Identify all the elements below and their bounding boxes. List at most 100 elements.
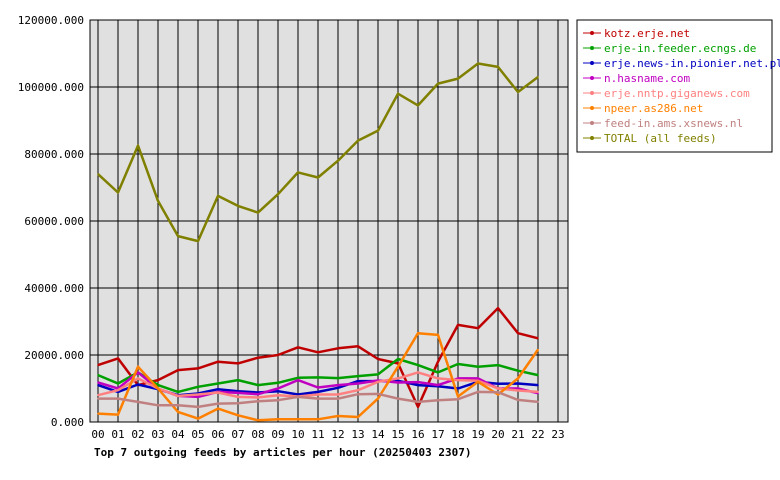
data-point [377,393,379,395]
legend-entry: erje.news-in.pionier.net.pl [604,57,780,70]
data-point [357,416,359,418]
data-point [477,391,479,393]
legend-box [576,19,773,153]
data-point [417,401,419,403]
legend-entry: TOTAL (all feeds) [604,132,717,145]
data-point [277,394,279,397]
data-point [517,389,519,392]
x-tick-label: 02 [131,428,144,441]
data-point [317,386,319,389]
data-point [257,356,259,359]
data-point [397,377,399,380]
y-tick-label: 40000.000 [24,282,84,295]
x-tick-label: 07 [231,428,244,441]
legend-marker [590,76,594,80]
data-point [377,397,379,400]
data-point [397,397,399,400]
data-point [437,82,439,85]
data-point [497,364,499,366]
x-tick-label: 00 [91,428,104,441]
x-tick-label: 04 [171,428,185,441]
data-point [257,400,259,403]
data-point [337,377,339,379]
data-point [197,406,199,408]
data-point [197,240,199,242]
data-point [177,235,179,237]
data-point [317,393,319,396]
data-point [337,159,339,162]
data-point [537,391,539,393]
data-point [317,176,319,179]
legend-entry: kotz.erje.net [604,27,690,40]
data-point [477,327,479,330]
data-point [337,384,339,386]
data-point [217,382,219,385]
data-point [497,66,499,68]
data-point [277,390,279,392]
data-point [517,91,519,93]
data-point [317,351,319,354]
data-point [377,373,379,376]
legend-entry: erje-in.feeder.ecngs.de [604,42,756,55]
data-point [417,381,419,383]
x-tick-label: 06 [211,428,224,441]
x-tick-label: 15 [391,428,404,441]
data-point [517,377,519,380]
plot-border [89,19,569,423]
data-point [457,363,459,365]
data-point [97,374,99,376]
data-point [517,399,519,401]
legend-marker [590,31,594,35]
data-point [317,391,319,393]
data-point [377,129,379,132]
data-point [337,387,339,389]
data-point [177,369,179,371]
data-point [157,404,159,407]
data-point [357,380,359,382]
y-tick-label: 80000.000 [24,148,84,161]
data-point [477,62,479,65]
data-point [137,144,139,147]
data-point [137,377,139,380]
x-tick-label: 08 [251,428,264,441]
data-point [97,397,99,400]
data-point [457,324,459,326]
legend-marker [590,46,594,50]
data-point [257,211,259,214]
data-point [137,365,139,368]
data-point [317,376,319,379]
data-point [437,334,439,336]
data-point [517,369,519,372]
x-tick-label: 19 [471,428,484,441]
data-point [517,382,519,385]
x-tick-label: 01 [111,428,124,441]
x-tick-label: 05 [191,428,204,441]
data-point [117,413,119,416]
data-point [257,419,259,422]
data-point [97,364,99,366]
x-tick-label: 17 [431,428,444,441]
y-axis-ticks: 0.000 20000.000 40000.000 60000.000 80000.00… [18,14,84,429]
data-point [237,392,239,394]
legend-marker [590,91,594,95]
legend-entry: npeer.as286.net [604,102,703,115]
data-point [297,393,299,396]
x-tick-label: 10 [291,428,304,441]
data-point [477,377,479,380]
data-point [237,414,239,417]
data-point [157,200,159,202]
data-point [177,391,179,393]
x-tick-label: 23 [551,428,564,441]
data-point [537,401,539,403]
data-point [357,139,359,142]
data-point [157,384,159,386]
x-tick-label: 14 [371,428,385,441]
data-point [397,92,399,95]
legend-entry: n.hasname.com [604,72,690,85]
data-point [117,357,119,360]
data-point [197,393,199,396]
data-point [397,358,399,360]
data-point [297,376,299,379]
data-point [417,384,419,386]
legend-entry: erje.nntp.giganews.com [604,87,750,100]
